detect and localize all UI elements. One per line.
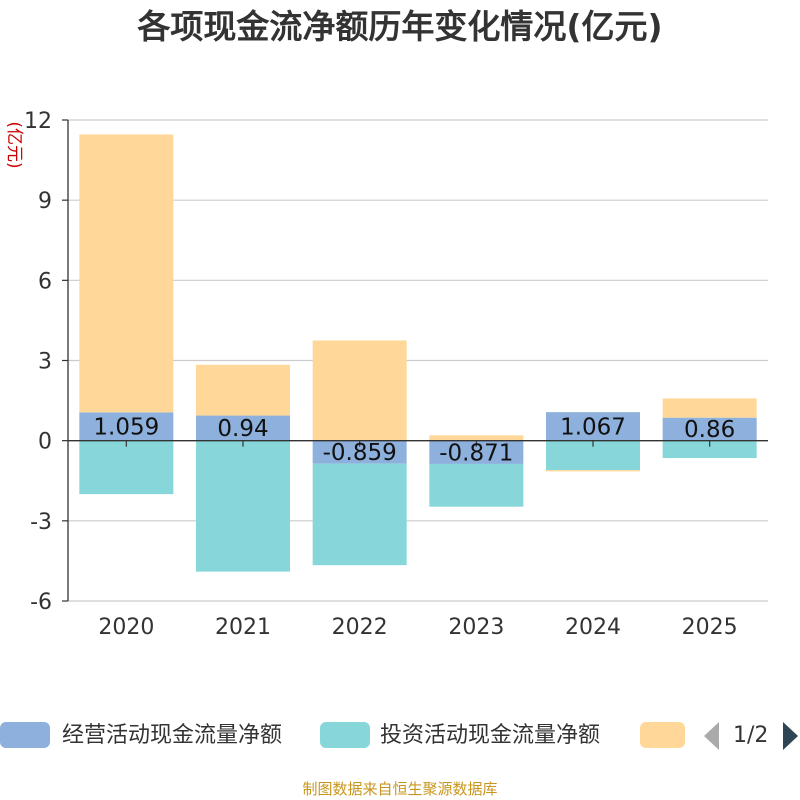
y-tick-label: 0	[38, 430, 52, 455]
data-label-2025: 0.86	[684, 417, 735, 443]
x-tick-label: 2024	[565, 615, 621, 640]
data-label-2021: 0.94	[217, 416, 268, 442]
x-tick-label: 2023	[448, 615, 504, 640]
y-tick-label: -3	[30, 510, 52, 535]
bar-2021-series-1[interactable]	[196, 440, 290, 572]
legend-swatch-operating	[0, 722, 50, 748]
x-tick-label: 2021	[215, 615, 271, 640]
x-tick-label: 2020	[98, 615, 154, 640]
y-tick-label: 9	[38, 189, 52, 214]
bar-2025-series-1[interactable]	[662, 440, 757, 459]
bar-2025-series-0[interactable]	[662, 417, 757, 441]
x-axis-ticks: 2020 2021 2022 2023 2024 2025	[98, 440, 738, 640]
bar-2022-series-0[interactable]	[312, 440, 407, 464]
bar-2023-series-0[interactable]	[429, 440, 524, 464]
legend-item-investing[interactable]: 投资活动现金流量净额	[320, 722, 600, 748]
legend-prev-page-icon[interactable]	[704, 722, 719, 750]
bar-2020-series-2[interactable]	[79, 134, 174, 413]
bar-2022-series-2[interactable]	[312, 340, 407, 441]
bar-2022-series-1[interactable]	[312, 463, 407, 566]
x-tick-label: 2025	[682, 615, 738, 640]
y-axis-ticks: -6 -3 0 3 6 9 12	[24, 109, 68, 615]
axes	[67, 120, 768, 601]
data-labels: 1.059 0.94 -0.859 -0.871 1.067 0.86	[93, 414, 735, 466]
bar-2021-series-0[interactable]	[196, 415, 290, 441]
legend-page-indicator: 1/2	[733, 723, 768, 748]
legend-item-operating[interactable]: 经营活动现金流量净额	[0, 722, 282, 748]
y-tick-label: 3	[38, 350, 52, 375]
bar-2025-series-2[interactable]	[662, 398, 757, 418]
y-tick-label: 6	[38, 269, 52, 294]
legend-label-investing: 投资活动现金流量净额	[380, 723, 600, 748]
bar-2023-series-1[interactable]	[429, 463, 524, 507]
y-tick-label: -6	[30, 590, 52, 615]
bar-2024-series-2[interactable]	[546, 470, 640, 472]
data-label-2020: 1.059	[93, 415, 159, 441]
bar-2020-series-1[interactable]	[79, 440, 174, 495]
bar-2021-series-2[interactable]	[196, 364, 290, 416]
legend-label-operating: 经营活动现金流量净额	[62, 723, 282, 748]
data-label-2024: 1.067	[560, 414, 626, 440]
legend-swatch-investing	[320, 722, 370, 748]
x-tick-label: 2022	[332, 615, 388, 640]
legend-item-third[interactable]	[640, 722, 685, 748]
legend: 经营活动现金流量净额 投资活动现金流量净额 1/2	[0, 722, 798, 750]
bar-2020-series-0[interactable]	[79, 412, 174, 441]
legend-swatch-third	[640, 722, 685, 748]
chart-title: 各项现金流净额历年变化情况(亿元)	[136, 7, 662, 46]
data-label-2022: -0.859	[323, 440, 397, 466]
source-note: 制图数据来自恒生聚源数据库	[302, 780, 497, 798]
legend-next-page-icon[interactable]	[783, 722, 798, 750]
bar-2023-series-2[interactable]	[429, 435, 524, 441]
data-label-2023: -0.871	[439, 440, 513, 466]
bar-2024-series-0[interactable]	[546, 412, 640, 441]
y-tick-label: 12	[24, 109, 52, 134]
y-axis-unit: (亿元)	[4, 121, 24, 168]
bar-series	[79, 134, 757, 572]
